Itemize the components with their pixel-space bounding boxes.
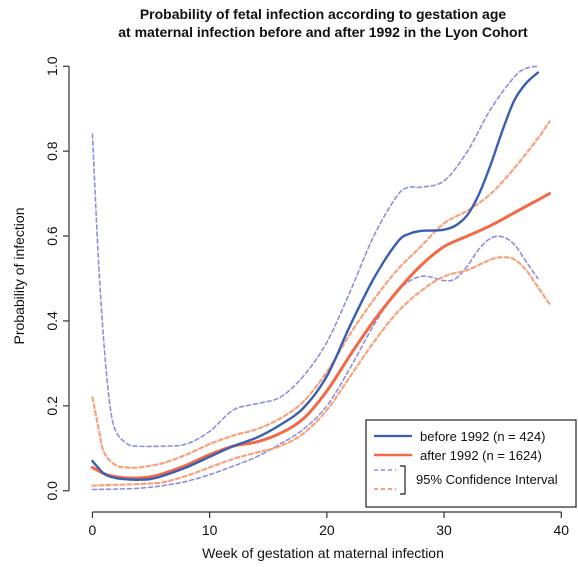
y-tick-label: 0.0 [44,481,60,501]
legend: before 1992 (n = 424) after 1992 (n = 16… [365,419,577,508]
chart-title: Probability of fetal infection according… [140,6,507,22]
y-tick-label: 0.6 [44,226,60,246]
y-tick-label: 0.2 [44,396,60,416]
legend-label-after: after 1992 (n = 1624) [420,448,542,463]
legend-label-ci: 95% Confidence Interval [416,472,558,487]
series-line-before [91,71,540,481]
x-tick-label: 10 [202,522,218,538]
series-line-before-ci-upper [91,65,539,448]
series-line-after-ci-upper [91,120,551,469]
y-tick-label: 1.0 [44,56,60,76]
axes-layer: 0.0 0.2 0.4 0.6 0.8 1.0 0 10 20 30 40 [44,56,569,538]
series-layer [90,65,552,491]
series-line-before-ci-lower [91,235,539,491]
y-axis-label: Probability of infection [11,208,27,345]
y-tick-label: 0.8 [44,141,60,161]
legend-label-before: before 1992 (n = 424) [420,429,545,444]
legend-box [365,419,577,508]
legend-ci-bracket [400,465,406,495]
chart-subtitle: at maternal infection before and after 1… [118,24,528,40]
x-tick-label: 0 [89,522,97,538]
series-line-after [90,192,552,480]
y-tick-label: 0.4 [44,311,60,331]
x-axis-label: Week of gestation at maternal infection [202,545,444,561]
x-tick-label: 30 [436,522,452,538]
series-line-after-ci-lower [91,256,551,487]
x-tick-label: 40 [553,522,569,538]
x-tick-label: 20 [319,522,335,538]
